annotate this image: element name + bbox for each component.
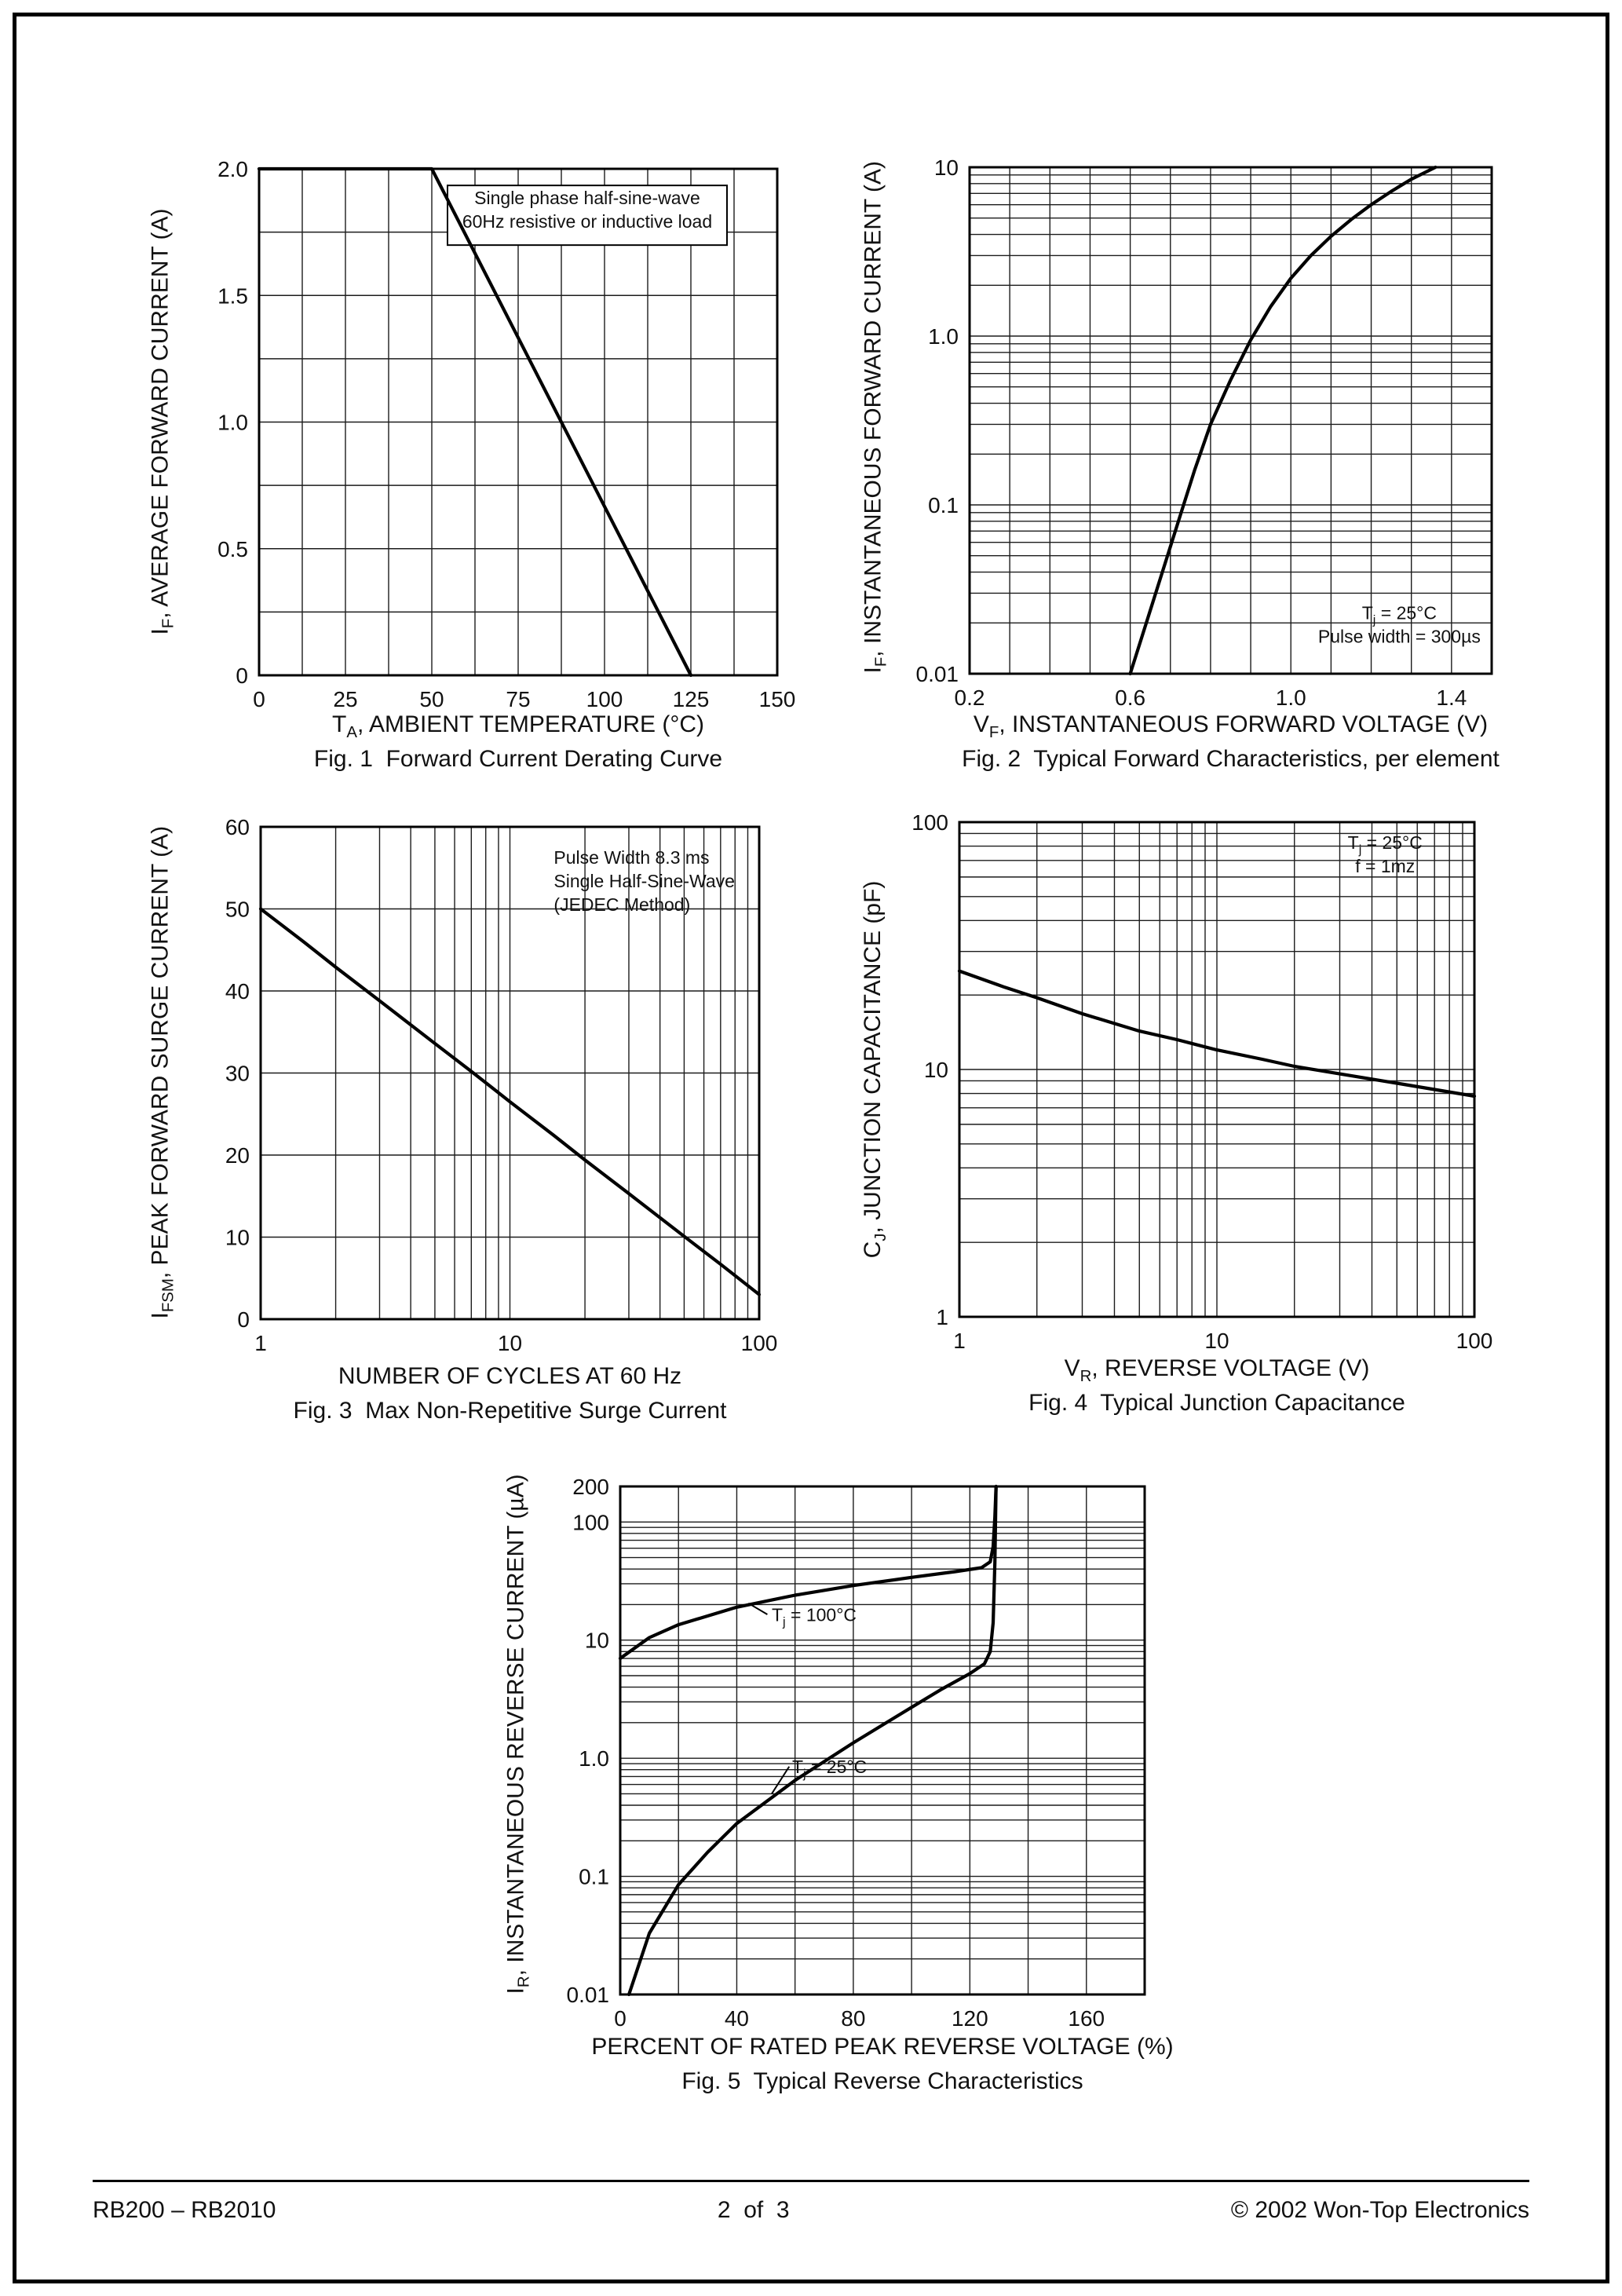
svg-text:150: 150: [759, 687, 796, 711]
svg-text:1.0: 1.0: [1276, 686, 1306, 710]
svg-text:40: 40: [225, 979, 250, 1004]
fig2-x-axis-label: VF, INSTANTANEOUS FORWARD VOLTAGE (V): [973, 711, 1489, 741]
svg-text:0.2: 0.2: [955, 686, 985, 710]
svg-text:100: 100: [586, 687, 623, 711]
svg-text:10: 10: [934, 155, 959, 180]
svg-text:0.1: 0.1: [928, 493, 959, 517]
svg-text:0.01: 0.01: [916, 662, 959, 686]
svg-text:25: 25: [333, 687, 357, 711]
svg-text:Tj = 25°C: Tj = 25°C: [1362, 603, 1437, 627]
svg-text:60Hz resistive or inductive lo: 60Hz resistive or inductive load: [462, 211, 712, 232]
fig1-x-axis-label: TA, AMBIENT TEMPERATURE (°C): [332, 711, 704, 741]
svg-text:0.01: 0.01: [567, 1983, 610, 2007]
svg-text:75: 75: [506, 687, 530, 711]
footer: RB200 – RB2010 2 of 3 © 2002 Won-Top Ele…: [93, 2197, 1529, 2224]
svg-text:1.0: 1.0: [217, 411, 248, 435]
fig3-plot: 1 10 100 0 10 20 30 40 50 60 Pulse Width 8.3 ms Sin…: [225, 815, 778, 1355]
svg-text:0.1: 0.1: [579, 1865, 609, 1889]
fig3-y-axis-label: IFSM, PEAK FORWARD SURGE CURRENT (A): [147, 825, 177, 1319]
svg-text:0.6: 0.6: [1115, 686, 1145, 710]
svg-text:50: 50: [225, 898, 250, 922]
svg-text:80: 80: [841, 2006, 865, 2031]
svg-text:0.5: 0.5: [217, 537, 248, 561]
svg-text:1.0: 1.0: [579, 1746, 609, 1771]
footer-divider: [93, 2180, 1529, 2182]
footer-copyright: © 2002 Won-Top Electronics: [1230, 2197, 1529, 2223]
fig4-caption: Fig. 4 Typical Junction Capacitance: [1028, 1390, 1405, 1416]
svg-text:0: 0: [614, 2006, 627, 2031]
fig3-x-axis-label: NUMBER OF CYCLES AT 60 Hz: [338, 1363, 682, 1389]
svg-text:f = 1mz: f = 1mz: [1355, 856, 1415, 876]
svg-text:10: 10: [1204, 1329, 1229, 1353]
fig2-y-axis-label: IF, INSTANTANEOUS FORWARD CURRENT (A): [860, 161, 890, 674]
svg-text:0: 0: [253, 687, 265, 711]
svg-text:10: 10: [225, 1226, 250, 1250]
fig1-caption: Fig. 1 Forward Current Derating Curve: [313, 746, 723, 772]
svg-text:10: 10: [498, 1331, 522, 1355]
svg-text:40: 40: [725, 2006, 749, 2031]
fig4-y-axis-label: CJ, JUNCTION CAPACITANCE (pF): [860, 880, 890, 1259]
svg-text:Pulse Width 8.3 ms: Pulse Width 8.3 ms: [553, 847, 709, 868]
svg-text:1.5: 1.5: [217, 283, 248, 308]
fig4-x-axis-label: VR, REVERSE VOLTAGE (V): [1064, 1355, 1370, 1385]
svg-text:Single phase half-sine-wave: Single phase half-sine-wave: [474, 188, 700, 208]
svg-text:0: 0: [236, 664, 248, 688]
svg-text:2.0: 2.0: [217, 157, 248, 181]
fig2-caption: Fig. 2 Typical Forward Characteristics, …: [962, 746, 1500, 772]
svg-text:1.4: 1.4: [1436, 686, 1467, 710]
fig5-plot: 0 40 80 120 160 0.01 0.1 1.0 10 100 200 Tj = 100°C T…: [567, 1475, 1146, 2031]
fig4-plot: 1 10 100 1 10 100 Tj = 25°Cf = 1mz: [911, 810, 1492, 1353]
svg-text:60: 60: [225, 815, 250, 839]
svg-text:125: 125: [673, 687, 710, 711]
svg-text:100: 100: [911, 810, 948, 835]
svg-text:(JEDEC Method): (JEDEC Method): [553, 894, 690, 915]
svg-text:160: 160: [1068, 2006, 1105, 2031]
footer-page-indicator: 2 of 3: [717, 2197, 790, 2223]
svg-text:1: 1: [953, 1329, 966, 1353]
fig5-caption: Fig. 5 Typical Reverse Characteristics: [681, 2068, 1083, 2094]
svg-text:0: 0: [237, 1307, 250, 1332]
svg-text:100: 100: [741, 1331, 778, 1355]
svg-text:Tj = 25°C: Tj = 25°C: [792, 1757, 867, 1781]
svg-text:Single Half-Sine-Wave: Single Half-Sine-Wave: [553, 871, 735, 891]
footer-part-number: RB200 – RB2010: [93, 2197, 276, 2223]
fig5-y-axis-label: IR, INSTANTANEOUS REVERSE CURRENT (µA): [502, 1474, 533, 1994]
svg-text:1: 1: [936, 1305, 948, 1329]
fig1-y-axis-label: IF, AVERAGE FORWARD CURRENT (A): [147, 208, 177, 635]
svg-text:50: 50: [419, 687, 444, 711]
svg-text:1.0: 1.0: [928, 324, 959, 349]
svg-text:Tj = 100°C: Tj = 100°C: [772, 1604, 857, 1629]
svg-text:1: 1: [254, 1331, 267, 1355]
svg-text:100: 100: [1456, 1329, 1493, 1353]
fig3-caption: Fig. 3 Max Non-Repetitive Surge Current: [293, 1398, 727, 1424]
svg-text:30: 30: [225, 1062, 250, 1086]
fig5-x-axis-label: PERCENT OF RATED PEAK REVERSE VOLTAGE (%…: [591, 2034, 1174, 2060]
svg-text:Pulse width = 300µs: Pulse width = 300µs: [1318, 627, 1481, 647]
svg-text:10: 10: [924, 1058, 948, 1082]
fig1-plot: 0 25 50 75 100 125 150 0 0.5 1.0 1.5 2.0 Single phas…: [217, 157, 795, 711]
svg-text:Tj = 25°C: Tj = 25°C: [1348, 832, 1423, 857]
svg-text:100: 100: [572, 1510, 609, 1534]
svg-text:20: 20: [225, 1143, 250, 1168]
svg-text:10: 10: [585, 1629, 609, 1653]
svg-text:200: 200: [572, 1475, 609, 1499]
svg-text:120: 120: [952, 2006, 988, 2031]
